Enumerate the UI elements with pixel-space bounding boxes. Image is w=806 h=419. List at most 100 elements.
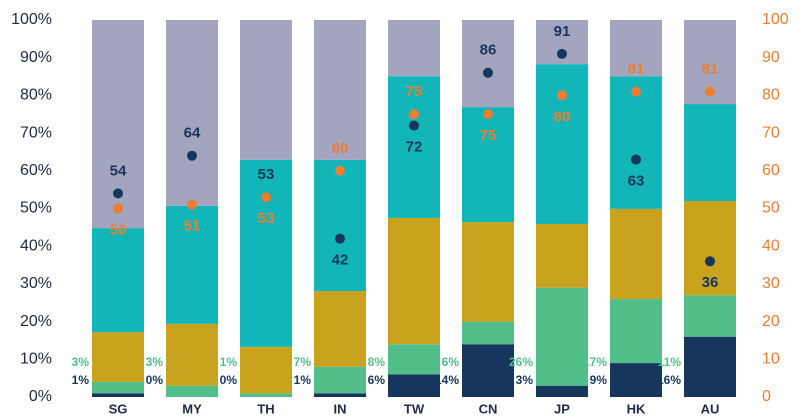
dot (631, 154, 641, 165)
segment-label: 16% (657, 373, 681, 387)
y2-tick-label: 50 (762, 200, 780, 217)
dot-label: 54 (110, 162, 127, 179)
dot (335, 165, 345, 176)
bar-segment (462, 20, 514, 108)
dot (187, 150, 197, 161)
segment-label: 3% (516, 373, 534, 387)
bar-segment (388, 20, 440, 77)
bar-segment (314, 159, 366, 292)
segment-label: 0% (220, 373, 238, 387)
y-tick-label: 60% (20, 162, 52, 179)
segment-label: 7% (294, 355, 312, 369)
dot (409, 120, 419, 131)
segment-label: 3% (146, 355, 164, 369)
y-tick-label: 50% (20, 200, 52, 217)
dot (335, 233, 345, 244)
bar-segment (240, 393, 292, 397)
bar-segment (462, 321, 514, 345)
bar-segment (92, 332, 144, 382)
dot-label: 91 (554, 23, 571, 40)
bar-segment (462, 344, 514, 397)
bar-segment (684, 336, 736, 397)
bar-segment (92, 381, 144, 394)
dot (187, 199, 197, 210)
segment-label: 1% (220, 355, 238, 369)
segment-label: 26% (509, 355, 533, 369)
segment-label: 17% (583, 355, 607, 369)
y2-tick-label: 40 (762, 237, 780, 254)
y2-tick-label: 10 (762, 351, 780, 368)
segment-label: 1% (72, 373, 90, 387)
dot-label: 86 (480, 42, 497, 59)
bar-segment (536, 223, 588, 288)
y2-tick-label: 70 (762, 124, 780, 141)
dot-label: 36 (702, 274, 719, 291)
dot (113, 203, 123, 214)
y-tick-label: 20% (20, 313, 52, 330)
bar-segment (462, 222, 514, 322)
y-tick-label: 90% (20, 49, 52, 66)
dot-label: 53 (258, 210, 275, 227)
y2-tick-label: 100 (762, 11, 789, 28)
y2-tick-label: 90 (762, 49, 780, 66)
y-tick-label: 70% (20, 124, 52, 141)
x-tick-label: IN (334, 401, 347, 416)
y-tick-label: 30% (20, 275, 52, 292)
bar-segment (610, 76, 662, 209)
bar-segment (166, 205, 218, 324)
dot (631, 86, 641, 97)
dot-label: 75 (480, 127, 497, 144)
y2-tick-label: 20 (762, 313, 780, 330)
dot-label: 51 (184, 218, 201, 235)
bar-segment (388, 76, 440, 218)
x-tick-label: SG (109, 401, 128, 416)
segment-label: 3% (72, 355, 90, 369)
dot (483, 109, 493, 120)
dot-label: 60 (332, 140, 349, 157)
bar-segment (92, 228, 144, 333)
bar-segment (166, 385, 218, 397)
bar-segment (314, 393, 366, 397)
bar-segment (610, 208, 662, 299)
bar-segment (166, 20, 218, 206)
segment-label: 6% (368, 373, 386, 387)
dot (261, 192, 271, 203)
bar-segment (388, 344, 440, 375)
dot (483, 67, 493, 78)
dot-label: 72 (406, 139, 423, 156)
dot (409, 109, 419, 120)
bar-segment (536, 287, 588, 386)
dot-label: 80 (554, 108, 571, 125)
y-tick-label: 10% (20, 351, 52, 368)
dot-label: 81 (702, 61, 719, 78)
bar-segment (684, 200, 736, 296)
bar-segment (388, 217, 440, 345)
x-tick-label: TH (257, 401, 274, 416)
y-tick-label: 80% (20, 87, 52, 104)
segment-label: 6% (442, 355, 460, 369)
dot (557, 48, 567, 59)
bar-segment (240, 346, 292, 394)
dot-label: 53 (258, 166, 275, 183)
bar-segment (536, 385, 588, 397)
bar-segment (314, 20, 366, 160)
bar-segment (610, 298, 662, 364)
x-tick-label: TW (404, 401, 425, 416)
bar-segment (92, 393, 144, 397)
y-tick-label: 40% (20, 237, 52, 254)
segment-label: 0% (146, 373, 164, 387)
y2-tick-label: 30 (762, 275, 780, 292)
dot-label: 50 (110, 221, 127, 238)
segment-label: 9% (590, 373, 608, 387)
dot (705, 86, 715, 97)
dot (557, 90, 567, 101)
bar-segment (240, 20, 292, 160)
dot-label: 42 (332, 252, 349, 269)
segment-label: 8% (368, 355, 386, 369)
bar-segment (240, 159, 292, 347)
bar-segment (536, 64, 588, 224)
bar-segment (166, 323, 218, 386)
segment-label: 1% (294, 373, 312, 387)
bar-segment (314, 291, 366, 367)
x-tick-label: CN (479, 401, 498, 416)
